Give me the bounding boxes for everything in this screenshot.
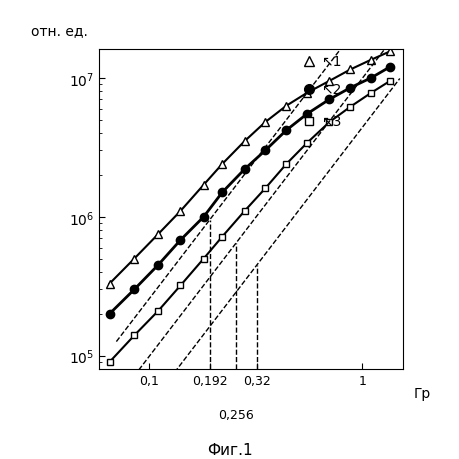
Text: Гр: Гр (413, 386, 430, 400)
Text: 0,256: 0,256 (218, 408, 254, 421)
Text: ↖2: ↖2 (320, 83, 341, 97)
Text: ↖3: ↖3 (320, 115, 341, 129)
Text: Фиг.1: Фиг.1 (207, 442, 252, 458)
Y-axis label: отн. ед.: отн. ед. (31, 23, 88, 38)
Text: ↖1: ↖1 (320, 55, 341, 68)
